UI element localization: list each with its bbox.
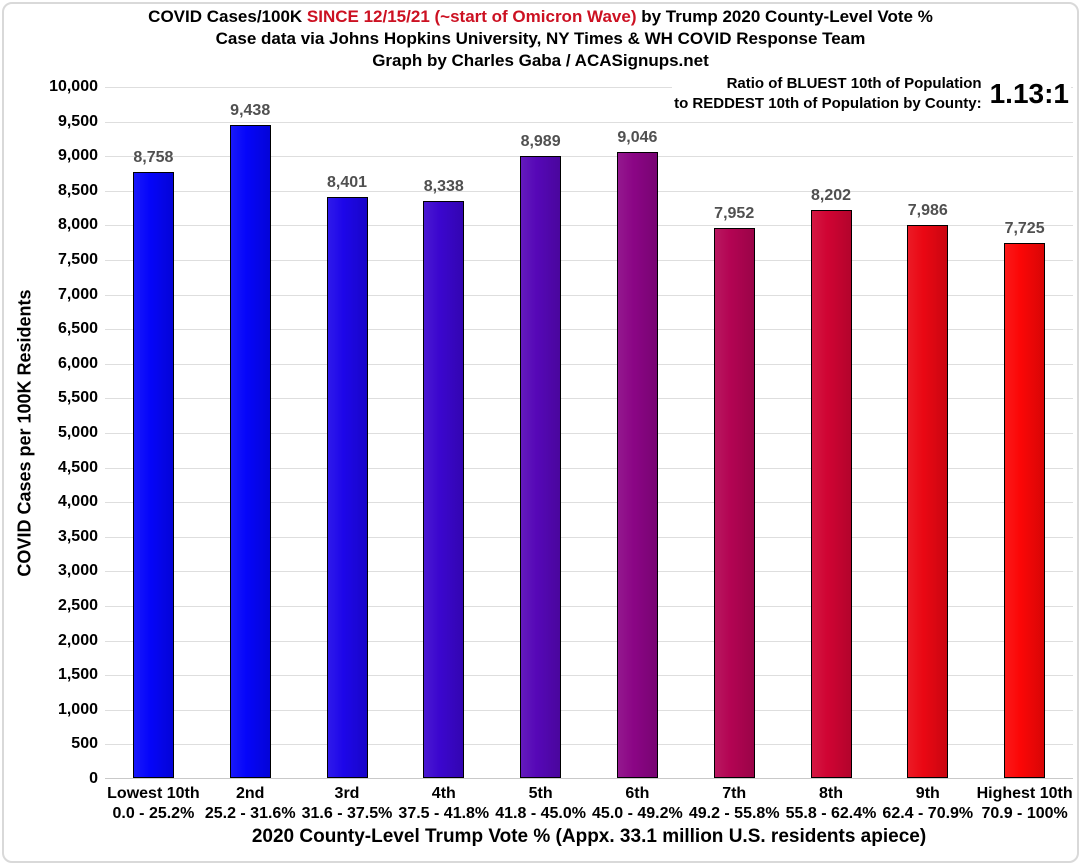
x-tick-label-2nd: 2nd xyxy=(235,785,265,802)
ratio-annotation-text: Ratio of BLUEST 10th of Population to RE… xyxy=(674,74,982,114)
bar-value-lowest-10th: 8,758 xyxy=(133,148,174,166)
y-tick-label-7500: 7,500 xyxy=(57,251,98,268)
y-tick-label-9500: 9,500 xyxy=(57,112,98,130)
x-range-label-5th: 41.8 - 45.0% xyxy=(495,805,586,822)
x-axis-title: 2020 County-Level Trump Vote % (Appx. 33… xyxy=(251,826,927,847)
y-tick-label-5000: 5,000 xyxy=(57,424,98,441)
bar-value-highest-10th: 7,725 xyxy=(1004,220,1045,238)
bar-value-3rd: 8,401 xyxy=(326,173,368,191)
ratio-value: 1.13:1 xyxy=(989,78,1069,109)
bar-value-7th: 7,952 xyxy=(714,204,755,222)
gridline-8000 xyxy=(105,225,1073,227)
x-tick-label-highest-10th: Highest 10th xyxy=(976,785,1073,802)
y-tick-label-4500: 4,500 xyxy=(57,458,98,476)
y-tick-label-10000: 10,000 xyxy=(49,78,98,95)
ratio-line1: Ratio of BLUEST 10th of Population xyxy=(726,75,982,92)
bar-5th xyxy=(520,155,562,778)
gridline-8500 xyxy=(105,190,1073,192)
bar-value-2nd: 9,438 xyxy=(230,101,271,119)
y-tick-label-6000: 6,000 xyxy=(57,354,98,372)
y-tick-label-8000: 8,000 xyxy=(57,216,98,234)
gridline-7500 xyxy=(105,260,1073,261)
bar-2nd xyxy=(229,124,271,778)
gridline-5000 xyxy=(105,433,1073,434)
plot-area: 8,758 9,438 8,401 8,338 8,989 9,046 7,952 8,202… xyxy=(105,87,1073,779)
gridline-5500 xyxy=(105,398,1073,400)
ratio-annotation: Ratio of BLUEST 10th of Population to RE… xyxy=(672,74,1071,114)
y-tick-label-3000: 3,000 xyxy=(57,562,98,580)
x-range-label-lowest-10th: 0.0 - 25.2% xyxy=(112,805,195,822)
gridline-500 xyxy=(105,744,1073,746)
gridline-2500 xyxy=(105,606,1073,607)
y-tick-label-7000: 7,000 xyxy=(57,285,98,303)
x-range-label-highest-10th: 70.9 - 100% xyxy=(981,805,1068,822)
gridline-10000 xyxy=(105,87,1073,88)
bar-8th xyxy=(810,210,852,778)
title-part2: by Trump 2020 County-Level Vote % xyxy=(636,7,933,26)
bar-9th xyxy=(907,225,949,778)
gridline-9500 xyxy=(105,121,1073,123)
bar-value-5th: 8,989 xyxy=(520,132,561,150)
gridline-4500 xyxy=(105,467,1073,469)
title-highlight: SINCE 12/15/21 (~start of Omicron Wave) xyxy=(306,7,637,26)
x-range-label-8th: 55.8 - 62.4% xyxy=(785,805,877,822)
x-tick-label-9th: 9th xyxy=(915,785,940,802)
y-tick-label-1000: 1,000 xyxy=(57,700,98,718)
chart-title-block: COVID Cases/100K SINCE 12/15/21 (~start … xyxy=(0,6,1081,72)
x-range-label-6th: 45.0 - 49.2% xyxy=(592,805,683,822)
y-tick-label-1500: 1,500 xyxy=(57,666,98,684)
y-tick-label-4000: 4,000 xyxy=(57,493,98,511)
gridline-3500 xyxy=(105,536,1073,538)
bar-lowest-10th xyxy=(132,171,174,778)
x-range-label-3rd: 31.6 - 37.5% xyxy=(301,805,393,822)
x-tick-label-8th: 8th xyxy=(819,785,843,802)
gridline-4000 xyxy=(105,502,1073,504)
y-tick-label-500: 500 xyxy=(71,735,98,753)
x-tick-label-5th: 5th xyxy=(528,785,553,802)
gridline-1500 xyxy=(105,675,1073,677)
x-tick-label-6th: 6th xyxy=(625,785,650,802)
y-tick-label-6500: 6,500 xyxy=(57,320,98,338)
bar-value-9th: 7,986 xyxy=(907,202,948,220)
chart-title-line3: Graph by Charles Gaba / ACASignups.net xyxy=(372,51,709,70)
x-range-label-2nd: 25.2 - 31.6% xyxy=(204,805,296,822)
gridline-3000 xyxy=(105,571,1073,573)
y-tick-label-0: 0 xyxy=(89,770,98,787)
bar-4th xyxy=(423,201,465,778)
bar-6th xyxy=(616,152,658,778)
gridline-7000 xyxy=(105,294,1073,296)
y-tick-label-2500: 2,500 xyxy=(57,597,98,614)
bar-3rd xyxy=(326,196,368,778)
bar-highest-10th xyxy=(1004,243,1046,778)
y-tick-label-2000: 2,000 xyxy=(57,631,98,649)
ratio-line2: to REDDEST 10th of Population by County: xyxy=(674,95,982,112)
y-tick-label-9000: 9,000 xyxy=(57,147,98,165)
title-part1: COVID Cases/100K xyxy=(148,7,307,26)
bar-value-8th: 8,202 xyxy=(810,187,852,205)
gridline-2000 xyxy=(105,640,1073,642)
chart-title-line1: COVID Cases/100K SINCE 12/15/21 (~start … xyxy=(0,6,1081,28)
gridline-9000 xyxy=(105,156,1073,158)
bar-7th xyxy=(713,227,755,778)
x-range-label-4th: 37.5 - 41.8% xyxy=(398,805,490,822)
x-tick-label-7th: 7th xyxy=(722,785,747,802)
x-tick-label-lowest-10th: Lowest 10th xyxy=(107,785,200,802)
bar-value-4th: 8,338 xyxy=(423,178,464,196)
y-tick-label-5500: 5,500 xyxy=(57,389,98,407)
y-tick-label-3500: 3,500 xyxy=(57,527,98,545)
gridline-6500 xyxy=(105,329,1073,331)
bar-value-6th: 9,046 xyxy=(617,129,658,147)
gridline-6000 xyxy=(105,363,1073,365)
x-tick-label-3rd: 3rd xyxy=(334,785,360,802)
chart-title-line2: Case data via Johns Hopkins University, … xyxy=(215,29,866,48)
x-range-label-9th: 62.4 - 70.9% xyxy=(882,805,974,822)
gridline-1000 xyxy=(105,709,1073,711)
x-tick-label-4th: 4th xyxy=(431,785,456,802)
y-tick-label-8500: 8,500 xyxy=(57,181,98,199)
x-range-label-7th: 49.2 - 55.8% xyxy=(688,805,780,822)
